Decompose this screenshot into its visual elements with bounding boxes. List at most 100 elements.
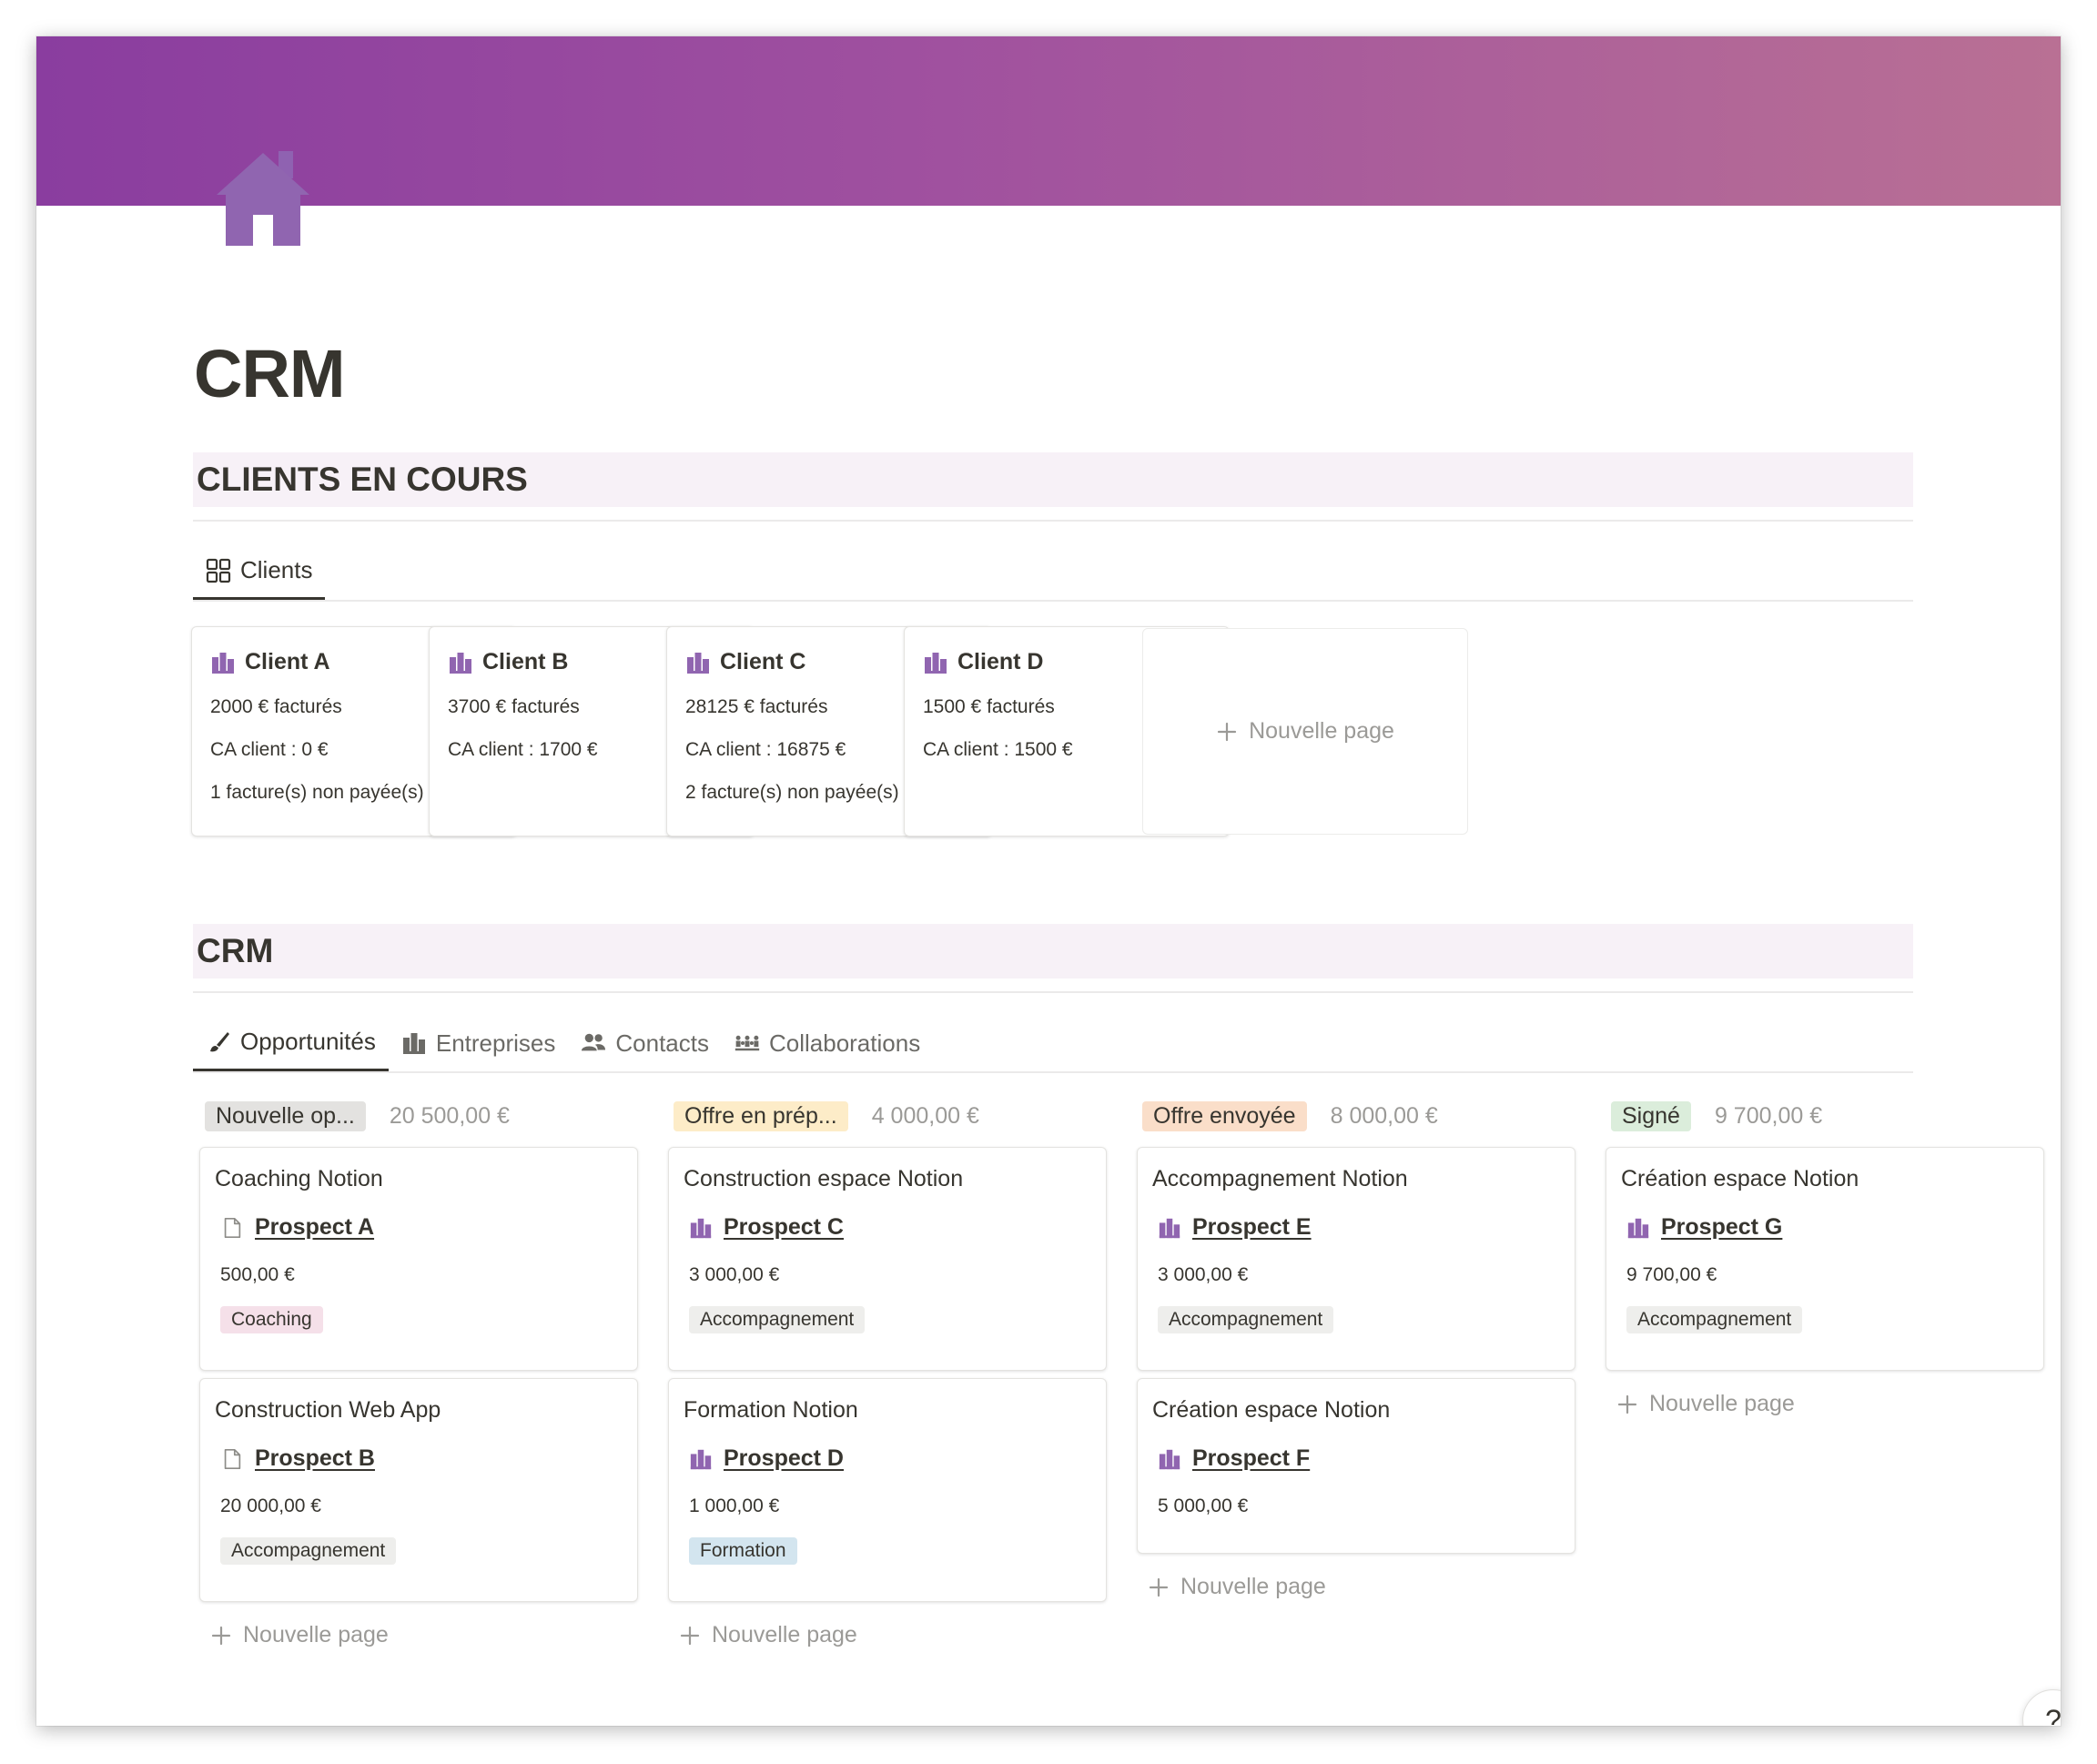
crm-view-tabs: Opportunités Entreprises Contacts Collabora… [193, 1015, 933, 1071]
status-tag: Offre en prép... [674, 1100, 848, 1131]
crm-heading-text: CRM [197, 932, 274, 969]
card-title: Création espace Notion [1621, 1166, 1859, 1191]
client-property: CA client : 16875 € [685, 739, 846, 760]
card-tag: Accompagnement [1158, 1306, 1334, 1333]
house-icon[interactable] [211, 147, 315, 248]
column-sum: 20 500,00 € [389, 1102, 510, 1129]
card-relation[interactable]: Prospect B [215, 1445, 623, 1472]
card-tag: Coaching [220, 1306, 323, 1333]
opportunity-card[interactable]: Construction espace Notion Prospect C 3 00… [668, 1147, 1107, 1371]
status-tag: Nouvelle op... [205, 1100, 366, 1131]
card-relation[interactable]: Prospect F [1152, 1445, 1560, 1472]
building-icon [1158, 1447, 1181, 1471]
opportunity-card[interactable]: Coaching Notion Prospect A 500,00 € Coachin… [199, 1147, 638, 1371]
new-page-label: Nouvelle page [243, 1622, 389, 1647]
opportunity-card[interactable]: Construction Web App Prospect B 20 000,00 … [199, 1378, 638, 1602]
column-sum: 9 700,00 € [1714, 1102, 1823, 1129]
column-header[interactable]: Offre envoyée 8 000,00 € [1137, 1100, 1575, 1132]
page-icon [220, 1447, 244, 1471]
client-card[interactable]: Client A 2000 € facturés CA client : 0 € 1 … [191, 626, 517, 836]
page-icon [220, 1216, 244, 1240]
card-relation[interactable]: Prospect C [684, 1214, 1091, 1241]
card-tag: Accompagnement [689, 1306, 866, 1333]
plus-icon [1148, 1576, 1170, 1598]
client-name: Client B [482, 649, 569, 674]
client-property: 1 facture(s) non payée(s) [210, 782, 424, 803]
card-amount: 1 000,00 € [689, 1495, 780, 1516]
new-page-label: Nouvelle page [1249, 718, 1394, 744]
new-page-label: Nouvelle page [1649, 1391, 1795, 1416]
tab-clients-gallery[interactable]: Clients [193, 543, 326, 600]
relation-link[interactable]: Prospect C [724, 1214, 844, 1240]
new-page-button[interactable]: Nouvelle page [210, 1622, 389, 1648]
card-title: Construction Web App [215, 1397, 441, 1423]
column-sum: 4 000,00 € [871, 1102, 979, 1129]
board-column: Signé 9 700,00 € Création espace Notion Pro… [1606, 1100, 2044, 1416]
client-property: 3700 € facturés [448, 696, 580, 717]
building-icon [689, 1447, 713, 1471]
opportunity-card[interactable]: Accompagnement Notion Prospect E 3 000,00 … [1137, 1147, 1575, 1371]
opportunity-card[interactable]: Création espace Notion Prospect F 5 000,00… [1137, 1378, 1575, 1554]
building-icon [210, 650, 236, 675]
relation-link[interactable]: Prospect A [255, 1214, 375, 1240]
tab-label: Opportunités [240, 1028, 376, 1055]
card-tag: Formation [689, 1537, 797, 1565]
column-header[interactable]: Signé 9 700,00 € [1606, 1100, 2044, 1132]
new-page-card[interactable]: Nouvelle page [1142, 628, 1468, 835]
building-icon [448, 650, 473, 675]
page-title: CRM [194, 336, 346, 411]
card-amount: 9 700,00 € [1626, 1264, 1717, 1285]
tab-opportunites[interactable]: Opportunités [193, 1015, 389, 1071]
group-icon [734, 1030, 760, 1056]
new-page-label: Nouvelle page [712, 1622, 857, 1647]
new-page-button[interactable]: Nouvelle page [1148, 1574, 1326, 1600]
card-title: Création espace Notion [1152, 1397, 1391, 1423]
new-page-label: Nouvelle page [1180, 1574, 1326, 1599]
card-relation[interactable]: Prospect D [684, 1445, 1091, 1472]
relation-link[interactable]: Prospect E [1192, 1214, 1312, 1240]
divider [193, 1071, 1913, 1073]
opportunity-card[interactable]: Formation Notion Prospect D 1 000,00 € Form… [668, 1378, 1107, 1602]
board-column: Nouvelle op... 20 500,00 € Coaching Notion… [199, 1100, 638, 1647]
client-property: 2 facture(s) non payée(s) [685, 782, 899, 803]
building-icon [1158, 1216, 1181, 1240]
card-title: Construction espace Notion [684, 1166, 964, 1191]
tab-collaborations[interactable]: Collaborations [722, 1015, 933, 1071]
relation-link[interactable]: Prospect D [724, 1445, 844, 1471]
divider [193, 520, 1913, 522]
tab-label: Collaborations [768, 1029, 921, 1057]
status-tag: Offre envoyée [1142, 1100, 1307, 1131]
brush-icon [206, 1029, 231, 1055]
card-relation[interactable]: Prospect E [1152, 1214, 1560, 1241]
people-icon [581, 1030, 606, 1056]
card-amount: 3 000,00 € [689, 1264, 780, 1285]
client-property: 2000 € facturés [210, 696, 342, 717]
notion-window: CRM CLIENTS EN COURS Clients Client A 200… [36, 36, 2061, 1726]
card-relation[interactable]: Prospect G [1621, 1214, 2029, 1241]
column-header[interactable]: Nouvelle op... 20 500,00 € [199, 1100, 638, 1132]
tab-entreprises[interactable]: Entreprises [389, 1015, 569, 1071]
relation-link[interactable]: Prospect G [1661, 1214, 1783, 1240]
client-property: 28125 € facturés [685, 696, 828, 717]
page-cover[interactable] [36, 36, 2061, 206]
client-card-title: Client C [685, 649, 973, 675]
card-amount: 5 000,00 € [1158, 1495, 1249, 1516]
new-page-button[interactable]: Nouvelle page [1616, 1391, 1795, 1417]
client-name: Client D [957, 649, 1044, 674]
client-property: 1500 € facturés [923, 696, 1055, 717]
client-name: Client C [720, 649, 806, 674]
opportunity-card[interactable]: Création espace Notion Prospect G 9 700,00… [1606, 1147, 2044, 1371]
card-relation[interactable]: Prospect A [215, 1214, 623, 1241]
relation-link[interactable]: Prospect B [255, 1445, 375, 1471]
building-icon [689, 1216, 713, 1240]
relation-link[interactable]: Prospect F [1192, 1445, 1311, 1471]
column-header[interactable]: Offre en prép... 4 000,00 € [668, 1100, 1107, 1132]
new-page-button[interactable]: Nouvelle page [679, 1622, 857, 1648]
plus-icon [679, 1625, 701, 1647]
tab-contacts[interactable]: Contacts [568, 1015, 722, 1071]
card-amount: 3 000,00 € [1158, 1264, 1249, 1285]
building-icon [923, 650, 948, 675]
card-tag: Accompagnement [1626, 1306, 1803, 1333]
plus-icon [1216, 721, 1238, 743]
help-button[interactable]: ? [2022, 1689, 2061, 1726]
